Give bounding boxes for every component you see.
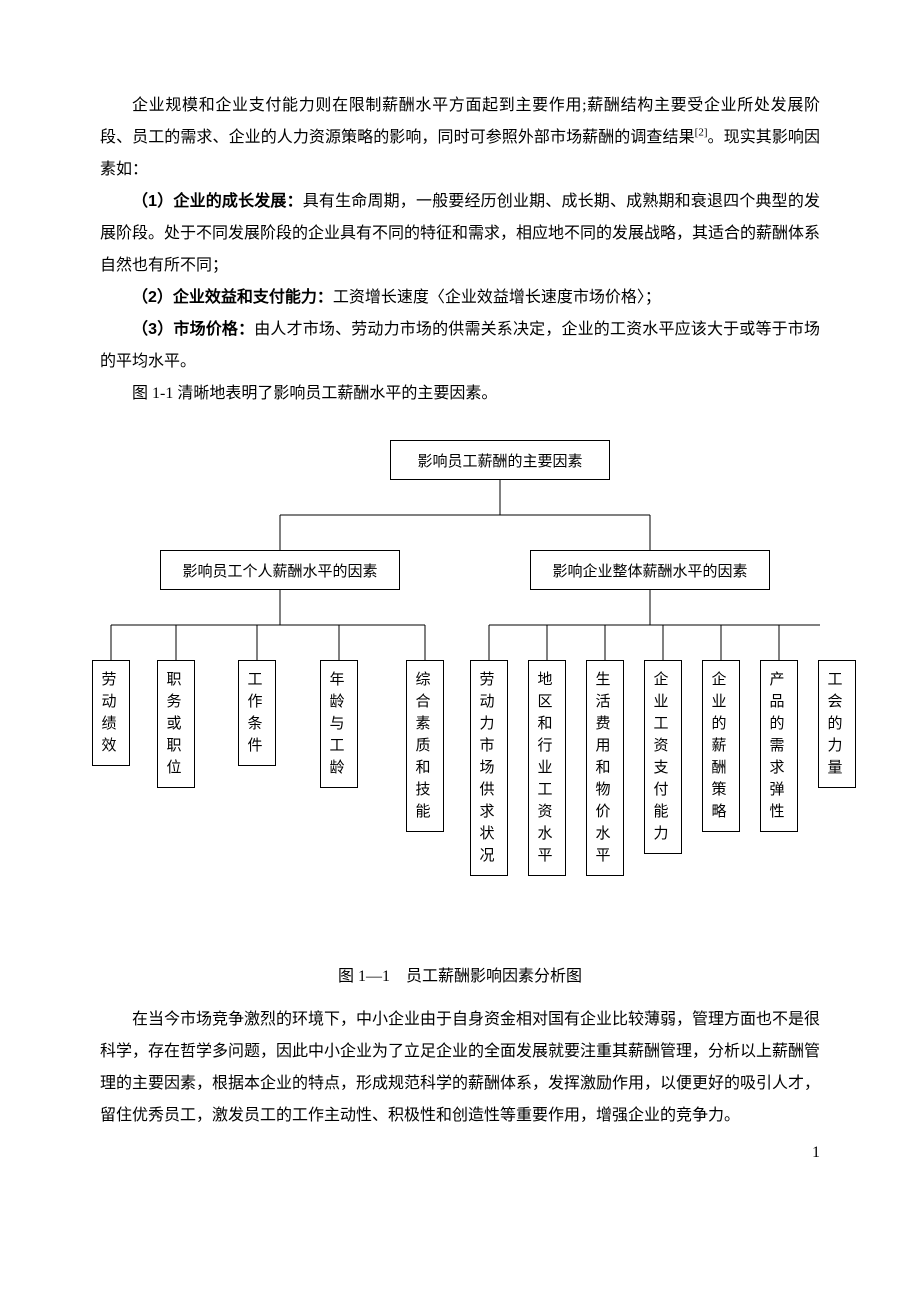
item-2-body: 工资增长速度〈企业效益增长速度市场价格〉； <box>333 289 661 306</box>
figure-caption: 图 1—1 员工薪酬影响因素分析图 <box>100 962 820 986</box>
tree-leaf-node: 企业工资支付能力 <box>644 660 682 854</box>
para-intro: 企业规模和企业支付能力则在限制薪酬水平方面起到主要作用;薪酬结构主要受企业所处发… <box>100 90 820 186</box>
tree-mid-left-node: 影响员工个人薪酬水平的因素 <box>160 550 400 590</box>
tree-leaf-node: 综合素质和技能 <box>406 660 444 832</box>
tree-leaf-node: 产品的需求弹性 <box>760 660 798 832</box>
item-1-heading: （1）企业的成长发展： <box>132 193 303 210</box>
tree-leaf-node: 企业的薪酬策略 <box>702 660 740 832</box>
tree-root-node: 影响员工薪酬的主要因素 <box>390 440 610 480</box>
tree-leaf-node: 工会的力量 <box>818 660 856 788</box>
tree-leaf-node: 劳动绩效 <box>92 660 130 766</box>
item-2-heading: （2）企业效益和支付能力： <box>132 289 333 306</box>
page-number: 1 <box>812 1144 820 1162</box>
tree-leaf-node: 地区和行业工资水平 <box>528 660 566 876</box>
item-2: （2）企业效益和支付能力：工资增长速度〈企业效益增长速度市场价格〉； <box>100 282 820 314</box>
tree-mid-right-node: 影响企业整体薪酬水平的因素 <box>530 550 770 590</box>
figure-tree: 影响员工薪酬的主要因素 影响员工个人薪酬水平的因素 影响企业整体薪酬水平的因素 … <box>100 440 820 950</box>
citation-ref: [2] <box>695 127 708 139</box>
tree-leaf-node: 生活费用和物价水平 <box>586 660 624 876</box>
closing-paragraph: 在当今市场竞争激烈的环境下，中小企业由于自身资金相对国有企业比较薄弱，管理方面也… <box>100 1004 820 1132</box>
figure-lead: 图 1-1 清晰地表明了影响员工薪酬水平的主要因素。 <box>100 378 820 410</box>
tree-leaf-node: 年龄与工龄 <box>320 660 358 788</box>
item-3-heading: （3）市场价格： <box>132 321 254 338</box>
tree-leaf-node: 劳动力市场供求状况 <box>470 660 508 876</box>
item-1: （1）企业的成长发展：具有生命周期，一般要经历创业期、成长期、成熟期和衰退四个典… <box>100 186 820 282</box>
item-3: （3）市场价格：由人才市场、劳动力市场的供需关系决定，企业的工资水平应该大于或等… <box>100 314 820 378</box>
tree-leaf-node: 职务或职位 <box>157 660 195 788</box>
tree-leaf-node: 工作条件 <box>238 660 276 766</box>
